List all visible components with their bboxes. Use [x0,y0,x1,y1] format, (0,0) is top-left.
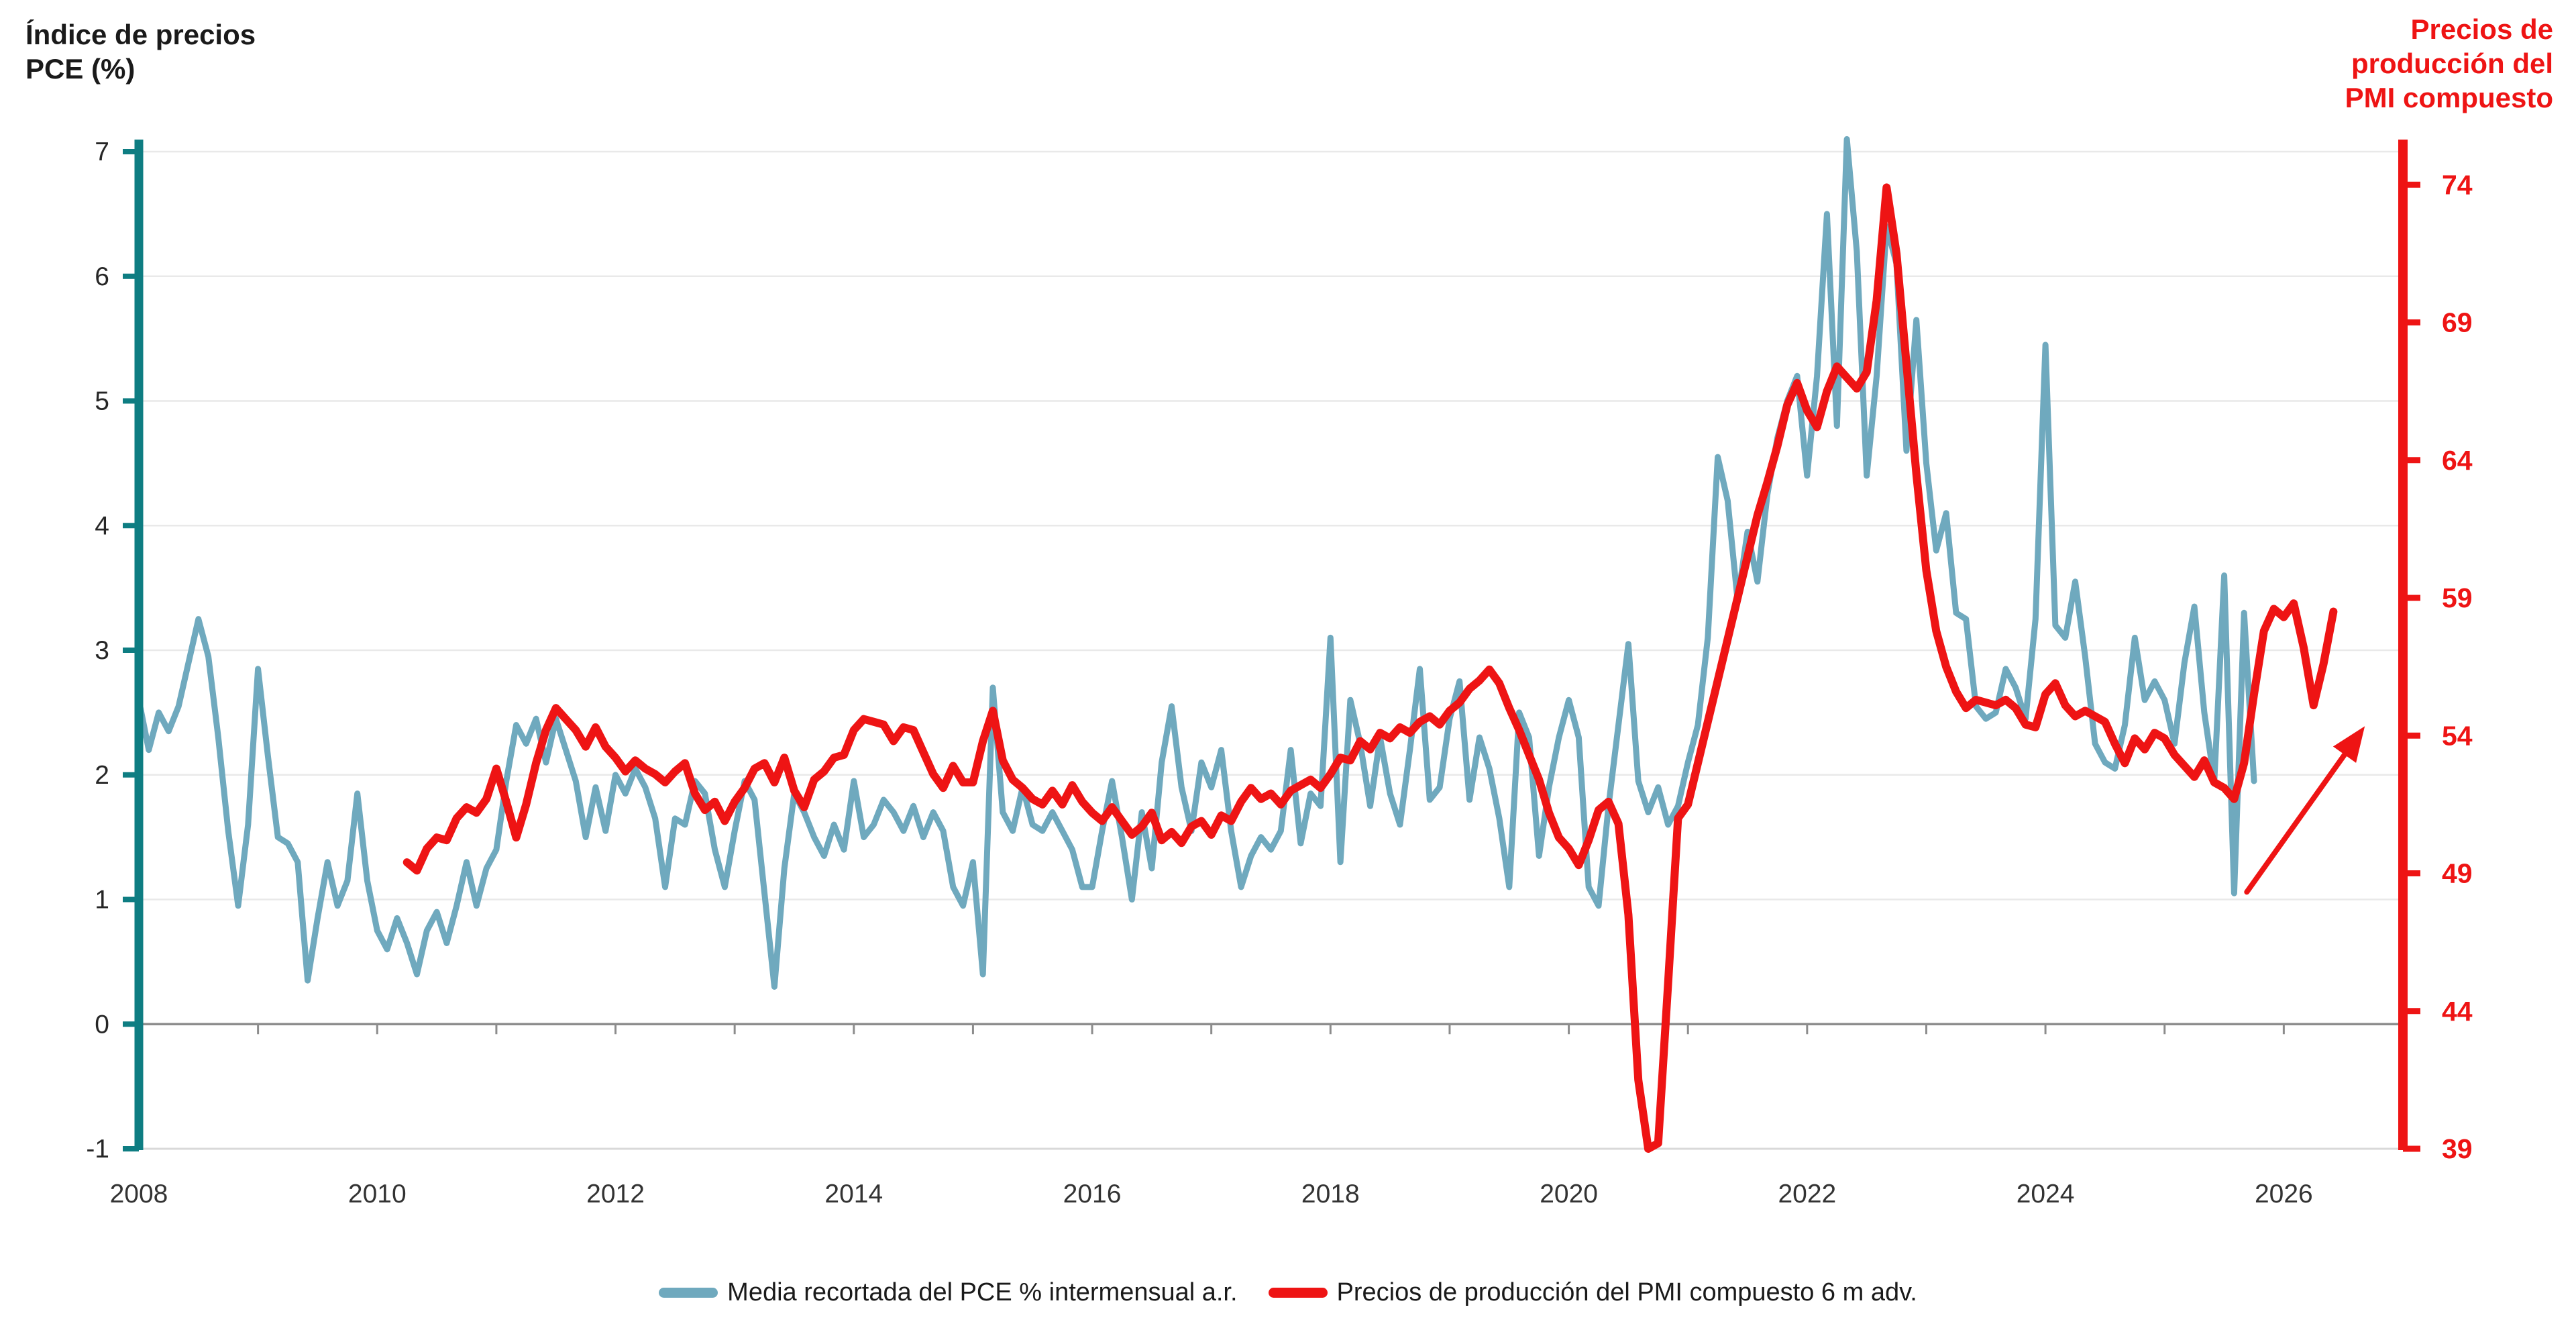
legend: Media recortada del PCE % intermensual a… [0,1278,2576,1307]
trend-arrow-shaft [2244,748,2350,895]
trend-arrow-head [2332,726,2365,763]
x-axis-tick-label: 2026 [2255,1180,2313,1208]
legend-item-pce: Media recortada del PCE % intermensual a… [659,1278,1238,1307]
x-axis-tick-label: 2022 [1778,1180,1836,1208]
right-axis-title-line2: producción del [2351,48,2553,80]
left-axis-tick-label: 7 [95,138,109,166]
pce-legend-label: Media recortada del PCE % intermensual a… [727,1278,1238,1306]
right-axis-title-line1: Precios de [2410,13,2553,45]
x-axis-tick-label: 2024 [2017,1180,2075,1208]
x-axis-tick-label: 2008 [110,1180,168,1208]
x-axis-tick-label: 2018 [1301,1180,1360,1208]
x-axis-tick-label: 2016 [1063,1180,1122,1208]
pmi-legend-label: Precios de producción del PMI compuesto … [1336,1278,1917,1306]
x-axis-tick-label: 2014 [824,1180,883,1208]
left-axis-tick-label: 0 [95,1010,109,1039]
left-axis-tick-label: 2 [95,761,109,790]
legend-item-pmi: Precios de producción del PMI compuesto … [1268,1278,1917,1307]
right-axis-tick-label: 49 [2442,858,2473,889]
right-axis-tick-label: 39 [2442,1133,2473,1164]
right-axis-tick-label: 64 [2442,445,2473,476]
left-axis-tick-label: 6 [95,262,109,291]
x-axis-tick-label: 2020 [1540,1180,1598,1208]
pce-legend-swatch [659,1288,718,1298]
left-axis-tick-label: 5 [95,387,109,416]
right-axis-title: Precios de producción del PMI compuesto [2345,12,2553,115]
left-axis-title: Índice de precios PCE (%) [25,17,256,86]
right-axis-tick-label: 59 [2442,582,2473,613]
pmi-legend-swatch [1268,1288,1328,1298]
left-axis-tick-label: 1 [95,886,109,915]
right-axis-tick-label: 69 [2442,307,2473,338]
pce-series-line [136,136,2257,990]
left-axis-title-line2: PCE (%) [25,53,136,85]
x-axis-tick-label: 2010 [348,1180,407,1208]
right-axis-title-line3: PMI compuesto [2345,82,2553,114]
left-axis-title-line1: Índice de precios [25,19,256,50]
x-axis-tick-label: 2012 [586,1180,645,1208]
right-axis-tick-label: 44 [2442,996,2473,1027]
right-axis-tick-label: 74 [2442,169,2473,200]
left-axis-tick-label: 3 [95,636,109,665]
right-axis-tick-label: 54 [2442,720,2473,751]
pmi-series-line [402,183,2338,1153]
left-axis-tick-label: 4 [95,511,109,540]
left-axis-tick-label: -1 [86,1135,109,1164]
